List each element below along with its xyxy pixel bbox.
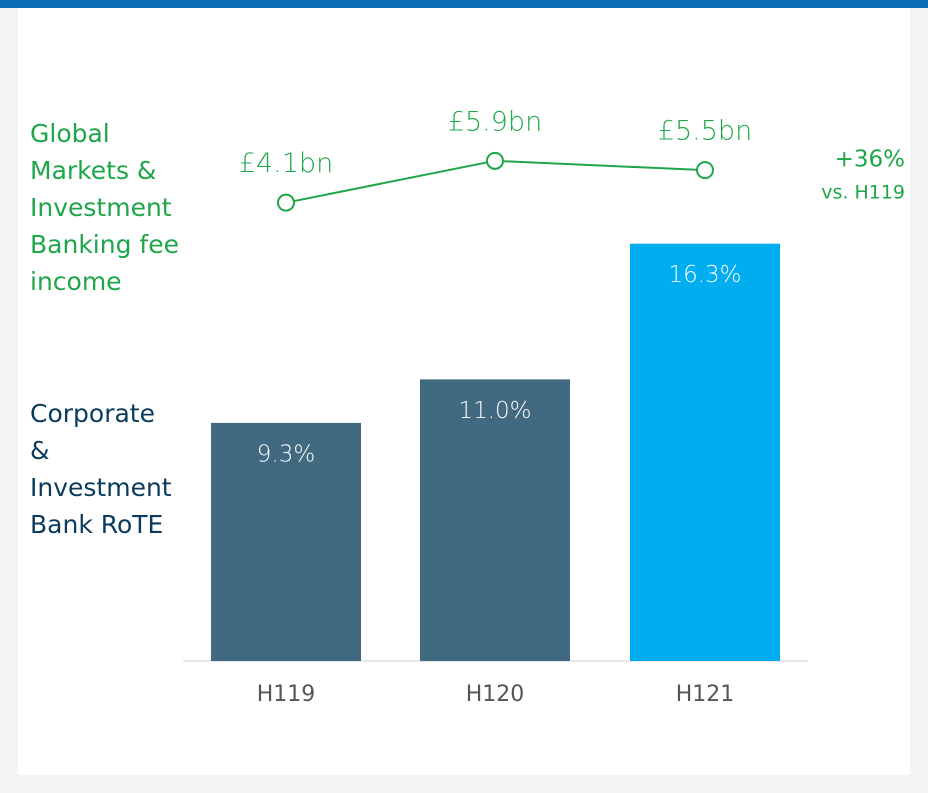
top-band: [0, 0, 928, 8]
bar-value-label: 16.3%: [668, 262, 741, 288]
x-tick-label: H121: [676, 682, 735, 707]
line-value-label: £4.1bn: [239, 148, 333, 179]
line-value-label: £5.9bn: [448, 106, 542, 137]
x-tick-label: H119: [257, 682, 316, 707]
annotation: +36%: [835, 147, 905, 173]
line-value-label: £5.5bn: [658, 116, 752, 147]
line-marker: [696, 161, 714, 180]
bar: [420, 379, 570, 661]
line-marker: [277, 193, 295, 212]
bar-series-label: Corporate & Investment Bank RoTE: [30, 399, 172, 539]
annotation: vs. H119: [821, 182, 905, 204]
line-marker: [486, 151, 504, 170]
bar: [630, 243, 780, 661]
bar-value-label: 11.0%: [458, 398, 531, 424]
x-tick-label: H120: [466, 682, 525, 707]
bar: [211, 422, 361, 661]
line-series-label: Global Markets & Investment Banking fee …: [30, 119, 179, 296]
bar-value-label: 9.3%: [257, 441, 315, 467]
